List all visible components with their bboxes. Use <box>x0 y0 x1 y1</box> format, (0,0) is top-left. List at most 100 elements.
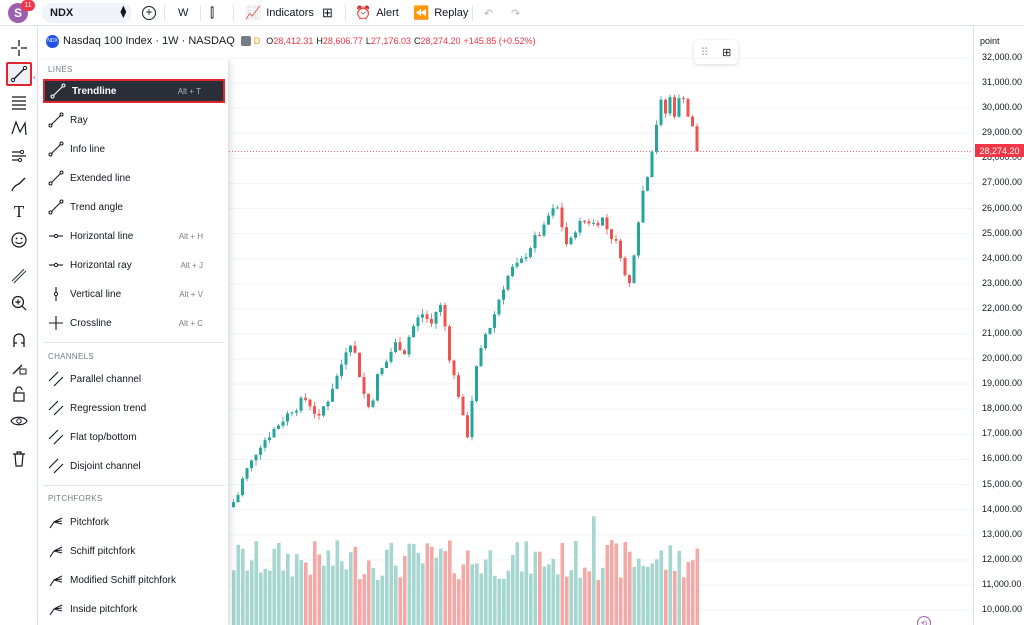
ruler-icon[interactable] <box>6 264 32 288</box>
menu-item-label: Schiff pitchfork <box>70 545 136 557</box>
eye-icon[interactable] <box>6 409 32 433</box>
menu-item-disjoint-channel[interactable]: Disjoint channel <box>43 454 225 478</box>
fib-icon[interactable] <box>6 90 32 114</box>
candle-body <box>605 217 609 230</box>
add-layout-icon[interactable]: ⊞ <box>722 46 732 59</box>
low-label: L <box>365 36 371 46</box>
menu-item-label: Extended line <box>70 172 131 184</box>
volume-bar <box>286 553 290 625</box>
trash-icon[interactable] <box>6 447 32 471</box>
shortcut-label: Alt + C <box>178 318 203 328</box>
menu-item-pitchfork[interactable]: Pitchfork <box>43 510 225 534</box>
add-symbol-button[interactable]: + <box>142 3 156 23</box>
menu-item-ray[interactable]: Ray <box>43 108 225 132</box>
alert-button[interactable]: ⏰ Alert <box>355 3 399 23</box>
menu-item-modified-schiff-pitchfork[interactable]: Modified Schiff pitchfork <box>43 568 225 592</box>
candle-body <box>574 232 577 238</box>
menu-item-trendline[interactable]: Trendline Alt + T <box>43 79 225 103</box>
axis-unit-label: point <box>980 36 1000 46</box>
interval-button[interactable]: W <box>178 3 188 23</box>
volume-bar <box>506 570 511 625</box>
symbol-menu-icon[interactable]: ⧫ <box>120 6 126 18</box>
candle-body <box>623 257 627 276</box>
delayed-badge[interactable]: D <box>253 36 261 46</box>
axis-tick: 31,000.00 <box>982 77 1023 88</box>
menu-item-vertical-line[interactable]: Vertical line Alt + V <box>43 282 225 306</box>
menu-item-inside-pitchfork[interactable]: Inside pitchfork <box>43 597 225 621</box>
menu-item-horizontal-ray[interactable]: Horizontal ray Alt + J <box>43 253 225 277</box>
magnet-icon[interactable] <box>6 328 32 352</box>
candle-body <box>263 440 267 448</box>
trendline-icon[interactable] <box>6 62 32 86</box>
corner-settings-icon[interactable]: ⟲ <box>917 616 931 625</box>
replay-button[interactable]: ⏪ Replay <box>413 3 468 23</box>
menu-item-label: Flat top/bottom <box>70 431 137 443</box>
volume-bar <box>515 542 520 625</box>
forecast-icon[interactable] <box>6 144 32 168</box>
candle-body <box>529 248 532 257</box>
menu-item-label: Pitchfork <box>70 516 109 528</box>
section-lines: LINES <box>48 65 73 74</box>
menu-item-trend-angle[interactable]: Trend angle <box>43 195 225 219</box>
menu-item-flat-top-bottom[interactable]: Flat top/bottom <box>43 425 225 449</box>
volume-bar <box>434 557 439 625</box>
menu-item-regression-trend[interactable]: Regression trend <box>43 396 225 420</box>
menu-item-schiff-pitchfork[interactable]: Schiff pitchfork <box>43 539 225 563</box>
drag-handle-icon[interactable]: ⠿ <box>700 46 709 59</box>
chart-title[interactable]: Nasdaq 100 Index · 1W · NASDAQ <box>63 35 235 47</box>
indicators-button[interactable]: 📈 Indicators <box>245 3 314 23</box>
candle-body <box>650 151 654 178</box>
high-label: H <box>316 36 323 46</box>
redo-icon: ↷ <box>511 7 521 20</box>
volume-bar <box>497 578 502 625</box>
menu-item-crossline[interactable]: Crossline Alt + C <box>43 311 225 335</box>
volume-bar <box>317 554 322 625</box>
crosshair-icon[interactable] <box>6 36 32 60</box>
layouts-button[interactable]: ⊞ <box>322 3 338 23</box>
axis-tick: 25,000.00 <box>982 227 1023 238</box>
menu-item-parallel-channel[interactable]: Parallel channel <box>43 367 225 391</box>
floating-toolbar[interactable]: ⠿ ⊞ <box>694 40 738 64</box>
pattern-icon[interactable] <box>6 116 32 140</box>
chart-type-button[interactable]: ⫿ <box>210 3 219 23</box>
lock-drawing-icon[interactable] <box>6 356 32 380</box>
candle-body <box>416 317 420 327</box>
zoom-icon[interactable] <box>6 291 32 315</box>
volume-bar <box>263 568 268 625</box>
candle-body <box>371 400 375 407</box>
price-axis[interactable]: point 32,000.00 31,000.00 30,000.00 29,000.… <box>973 26 1024 625</box>
hide-icon[interactable] <box>240 36 251 46</box>
volume-bar <box>628 551 632 625</box>
menu-item-horizontal-line[interactable]: Horizontal line Alt + H <box>43 224 225 248</box>
menu-item-extended-line[interactable]: Extended line <box>43 166 225 190</box>
menu-item-info-line[interactable]: Info line <box>43 137 225 161</box>
expand-arrow-icon[interactable]: ‹ <box>33 72 36 82</box>
candle-body <box>439 305 442 312</box>
axis-tick: 10,000.00 <box>982 604 1023 614</box>
volume-bar <box>686 561 691 625</box>
volume-bar <box>416 552 421 625</box>
candle-body <box>664 99 667 114</box>
horizontal-ray-icon <box>46 255 66 275</box>
undo-button[interactable]: ↶ <box>484 3 493 23</box>
lock-icon[interactable] <box>6 382 32 406</box>
candles-icon: ⫿ <box>210 5 215 20</box>
candle-body <box>646 177 649 191</box>
candle-body <box>457 375 460 397</box>
brush-icon[interactable] <box>6 172 32 196</box>
symbol-search[interactable]: NDX ⧫ <box>42 3 132 23</box>
candle-body <box>610 229 613 240</box>
text-icon[interactable]: T <box>13 203 24 221</box>
volume-bar <box>371 568 376 625</box>
candle-body <box>475 366 478 401</box>
price-chart[interactable] <box>229 26 973 625</box>
volume-bar <box>470 564 475 625</box>
divider <box>164 5 165 21</box>
axis-tick: 15,000.00 <box>982 478 1023 489</box>
emoji-icon[interactable] <box>6 228 32 252</box>
axis-tick: 32,000.00 <box>982 52 1023 62</box>
redo-button[interactable]: ↷ <box>511 3 520 23</box>
volume-bar <box>394 565 398 625</box>
divider <box>345 5 346 21</box>
volume-bar <box>542 566 547 625</box>
